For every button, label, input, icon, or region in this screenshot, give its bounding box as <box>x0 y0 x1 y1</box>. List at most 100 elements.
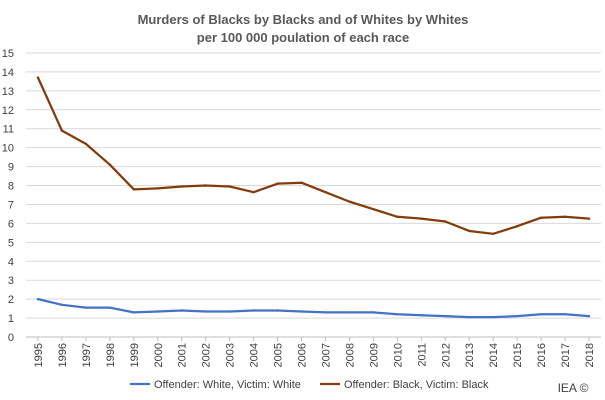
y-tick-label: 14 <box>2 67 14 79</box>
data-point <box>84 142 88 146</box>
data-point <box>587 314 591 318</box>
data-point <box>396 215 399 218</box>
data-point <box>60 129 64 132</box>
x-tick-label: 2011 <box>416 343 428 367</box>
x-tick-label: 2014 <box>488 343 500 367</box>
data-point <box>36 76 40 79</box>
data-point <box>563 313 567 316</box>
y-tick-label: 9 <box>8 162 14 174</box>
y-tick-label: 1 <box>8 313 14 325</box>
x-tick-label: 1995 <box>33 343 45 367</box>
data-point <box>539 216 543 219</box>
y-tick-label: 15 <box>2 48 14 60</box>
y-tick-label: 8 <box>8 181 14 193</box>
data-point <box>228 185 231 188</box>
data-point <box>491 315 495 319</box>
x-tick-label: 2008 <box>344 343 356 367</box>
data-point <box>180 185 183 188</box>
x-tick-label: 2000 <box>153 343 165 367</box>
chart-title-line-2: per 100 000 poulation of each race <box>197 30 409 45</box>
x-tick-label: 2002 <box>201 343 213 367</box>
y-tick-label: 10 <box>2 143 14 155</box>
data-point <box>420 217 423 220</box>
data-point <box>36 297 40 301</box>
x-tick-label: 1999 <box>129 343 141 367</box>
y-tick-label: 12 <box>2 105 14 117</box>
y-tick-label: 2 <box>8 294 14 306</box>
data-point <box>468 229 471 233</box>
data-point <box>324 190 327 194</box>
data-point <box>515 314 519 318</box>
data-point <box>252 309 255 312</box>
data-point <box>563 215 567 218</box>
data-point <box>108 163 112 166</box>
data-point <box>60 303 64 307</box>
data-point <box>276 309 279 312</box>
y-tick-label: 0 <box>8 332 14 344</box>
series-lines <box>36 76 591 319</box>
x-tick-label: 2013 <box>464 343 476 367</box>
data-point <box>587 217 591 220</box>
data-point <box>132 311 136 314</box>
data-point <box>539 313 543 316</box>
data-point <box>84 306 88 309</box>
x-tick-label: 2009 <box>368 343 380 367</box>
data-point <box>204 310 207 313</box>
data-point <box>372 208 375 211</box>
data-point <box>491 232 495 236</box>
y-tick-label: 5 <box>8 237 14 249</box>
x-tick-label: 2012 <box>440 343 452 367</box>
x-axis-ticks: 1995 1996 1997 1998 1999 2000 2001 2002 2003 2004… <box>33 337 596 367</box>
data-point <box>108 306 112 309</box>
x-tick-label: 2018 <box>584 343 596 367</box>
x-tick-label: 2005 <box>273 343 285 367</box>
x-tick-label: 2017 <box>560 343 572 367</box>
data-point <box>156 310 159 313</box>
x-tick-label: 2010 <box>392 343 404 367</box>
data-point <box>420 314 423 317</box>
data-point <box>180 309 183 312</box>
x-tick-label: 1996 <box>57 343 69 367</box>
data-point <box>300 181 303 184</box>
data-point <box>204 184 207 187</box>
x-tick-label: 1998 <box>105 343 117 367</box>
y-tick-label: 13 <box>2 86 14 98</box>
y-tick-label: 11 <box>3 124 14 136</box>
x-tick-label: 2007 <box>320 343 332 367</box>
data-point <box>444 220 447 223</box>
data-point <box>444 314 447 318</box>
x-tick-label: 2001 <box>177 343 189 367</box>
y-tick-label: 4 <box>8 256 14 268</box>
data-point <box>515 225 519 228</box>
legend-label-2: Offender: Black, Victim: Black <box>344 379 489 391</box>
y-tick-label: 7 <box>8 199 14 211</box>
data-point <box>276 182 279 185</box>
data-point <box>372 311 375 314</box>
credit-label: IEA © <box>558 381 589 395</box>
legend-label-1: Offender: White, Victim: White <box>154 379 301 391</box>
y-tick-label: 3 <box>8 275 14 287</box>
legend: Offender: White, Victim: White Offender: … <box>130 379 489 391</box>
series-line-2 <box>36 76 591 235</box>
data-point <box>348 200 351 203</box>
series-line-1 <box>36 298 591 319</box>
data-point <box>324 311 327 314</box>
data-point <box>132 188 136 191</box>
data-point <box>252 190 255 194</box>
x-tick-label: 2015 <box>512 343 524 367</box>
data-point <box>300 310 303 313</box>
data-point <box>468 315 471 319</box>
x-tick-label: 1997 <box>81 343 93 367</box>
data-point <box>228 310 231 313</box>
x-tick-label: 2016 <box>536 343 548 367</box>
chart-title-line-1: Murders of Blacks by Blacks and of White… <box>138 12 469 27</box>
x-tick-label: 2004 <box>249 343 261 367</box>
y-tick-label: 6 <box>8 218 14 230</box>
data-point <box>348 311 351 314</box>
data-point <box>396 313 399 316</box>
x-tick-label: 2003 <box>225 343 237 367</box>
